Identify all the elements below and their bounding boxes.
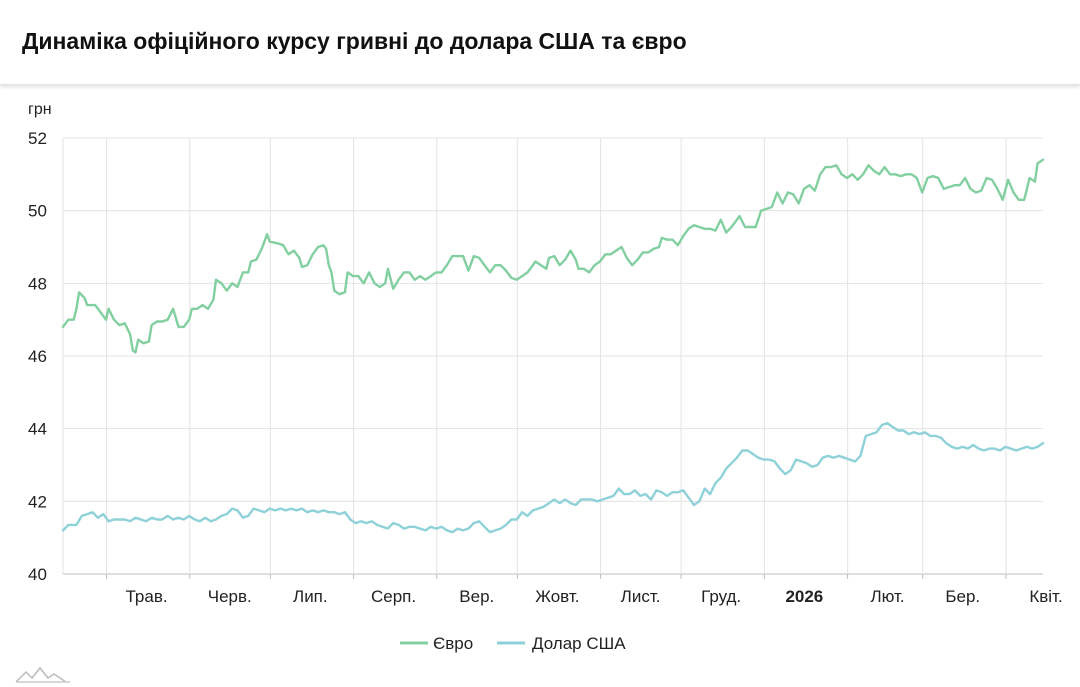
y-tick-label: 46 [28,347,47,366]
x-tick-label: Черв. [208,587,252,606]
series-lines [61,158,1045,534]
x-tick-label: Бер. [945,587,980,606]
x-tick-label: Лют. [871,587,905,606]
y-tick-label: 42 [28,492,47,511]
title-bar: Динаміка офіційного курсу гривні до дола… [0,0,1080,85]
x-tick-label: 2026 [785,587,823,606]
x-tick-label: Серп. [371,587,416,606]
grid [62,137,1043,579]
series-line-euro [61,158,1045,354]
logo-mountain-icon [15,666,70,683]
y-tick-label: 50 [28,202,47,221]
y-tick-label: 44 [28,420,47,439]
x-tick-label: Трав. [126,587,168,606]
x-tick-label: Жовт. [535,587,579,606]
y-tick-label: 40 [28,565,47,584]
page-title: Динаміка офіційного курсу гривні до дола… [22,28,687,54]
x-tick-label: Квіт. [1029,587,1062,606]
series-line-usd [61,422,1045,534]
x-tick-label: Лист. [621,587,661,606]
y-axis-unit-label: грн [28,101,52,118]
y-tick-label: 48 [28,274,47,293]
legend-label-usd[interactable]: Долар США [532,634,626,653]
x-tick-label: Груд. [701,587,741,606]
x-tick-label: Вер. [459,587,494,606]
axes: грн 40 42 44 46 48 50 52 Трав. Черв. Лип. Серп. Вер.… [28,101,1063,606]
legend-label-euro[interactable]: Євро [433,634,473,653]
legend: Євро Долар США [400,634,626,653]
x-tick-label: Лип. [293,587,328,606]
y-tick-label: 52 [28,129,47,148]
